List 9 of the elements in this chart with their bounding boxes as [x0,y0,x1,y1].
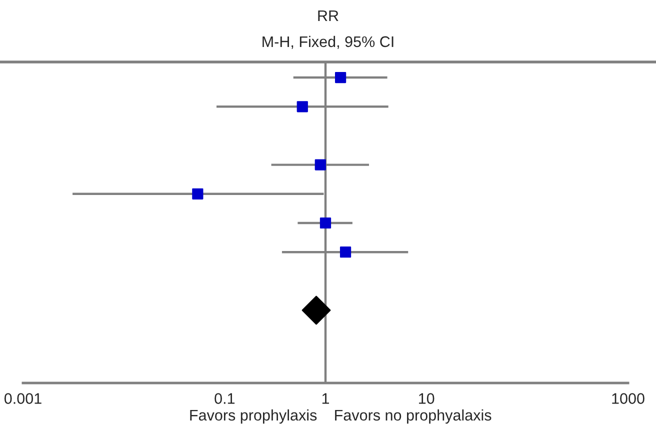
chart-subtitle: M-H, Fixed, 95% CI [262,36,394,49]
chart-title: RR [318,10,338,21]
x-tick-label: 0.001 [4,393,42,404]
x-tick-label: 10 [419,393,434,404]
text: Favors no prophyalaxis [335,409,492,424]
text: Favors prophylaxis [190,409,317,424]
x-tick-label: 1 [322,393,330,404]
x-tick-label: 0.1 [214,393,235,404]
x-tick-label: 1000 [612,393,644,404]
